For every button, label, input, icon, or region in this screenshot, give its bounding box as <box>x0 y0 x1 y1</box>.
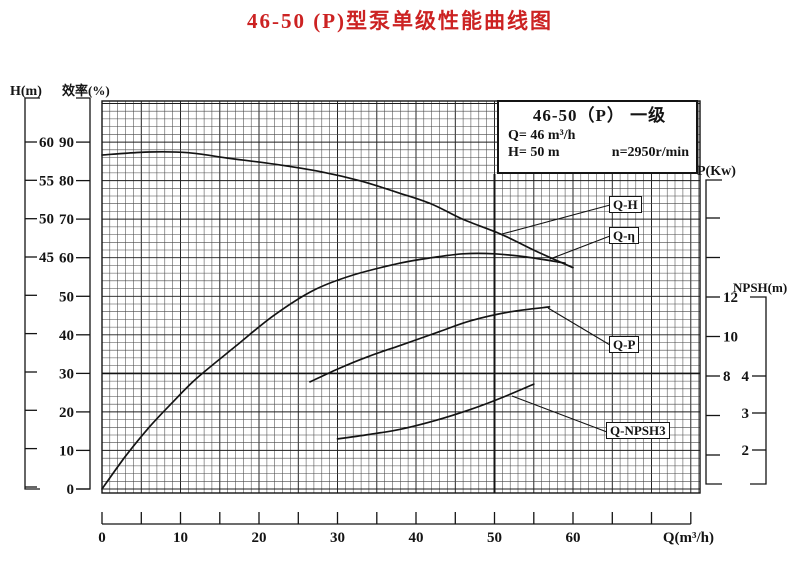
svg-text:效率(%): 效率(%) <box>62 83 110 98</box>
svg-text:H(m): H(m) <box>10 84 42 99</box>
svg-text:60: 60 <box>566 530 581 546</box>
svg-text:20: 20 <box>252 530 267 546</box>
svg-text:45: 45 <box>39 250 54 266</box>
curve-label-q-eta: Q-η <box>609 227 639 244</box>
svg-text:50: 50 <box>39 212 54 228</box>
svg-text:50: 50 <box>487 530 502 546</box>
svg-text:55: 55 <box>39 173 54 189</box>
plot-grid <box>101 100 701 494</box>
svg-text:80: 80 <box>59 174 74 190</box>
svg-text:50: 50 <box>59 289 74 305</box>
svg-text:30: 30 <box>330 530 345 546</box>
leader-lines <box>501 204 611 433</box>
svg-text:70: 70 <box>59 212 74 228</box>
svg-text:60: 60 <box>59 251 74 267</box>
svg-text:2: 2 <box>742 443 750 459</box>
chart-title: 46-50 (P)型泵单级性能曲线图 <box>246 9 554 33</box>
curve-label-q-h: Q-H <box>609 196 642 213</box>
x-axis: 0 10 20 30 40 50 60 Q(m³/h) <box>98 512 714 546</box>
efficiency-axis: 效率(%) 90 80 70 60 50 40 30 20 10 0 <box>59 83 110 498</box>
q-p-curve <box>309 306 551 383</box>
svg-text:10: 10 <box>723 330 738 346</box>
svg-text:90: 90 <box>59 135 74 151</box>
q-npsh3-curve <box>336 383 535 440</box>
rated-speed-label: n=2950r/min <box>611 145 689 160</box>
svg-text:4: 4 <box>742 369 750 385</box>
rated-flow-label: Q= 46 m³/h <box>508 128 576 143</box>
curve-label-q-p: Q-P <box>609 336 640 353</box>
rated-head-label: H= 50 m <box>508 145 560 160</box>
pump-model-label: 46-50（P） 一级 <box>532 106 667 125</box>
svg-text:P(Kw): P(Kw) <box>697 164 736 179</box>
svg-text:10: 10 <box>173 530 188 546</box>
h-axis: H(m) 60 55 50 45 <box>10 84 54 490</box>
svg-text:30: 30 <box>59 366 74 382</box>
npsh-axis: NPSH(m) 4 3 2 <box>733 280 787 485</box>
svg-text:8: 8 <box>723 369 731 385</box>
svg-text:3: 3 <box>742 406 750 422</box>
svg-text:0: 0 <box>98 530 106 546</box>
svg-text:10: 10 <box>59 443 74 459</box>
svg-text:40: 40 <box>59 328 74 344</box>
rated-data-box: 46-50（P） 一级 Q= 46 m³/h H= 50 m n=2950r/m… <box>497 100 698 174</box>
svg-text:Q(m³/h): Q(m³/h) <box>663 530 714 546</box>
svg-text:60: 60 <box>39 135 54 151</box>
svg-text:40: 40 <box>409 530 424 546</box>
svg-text:0: 0 <box>67 482 75 498</box>
q-eta-curve <box>101 252 566 490</box>
svg-text:NPSH(m): NPSH(m) <box>733 280 787 295</box>
power-axis: P(Kw) 12 10 8 <box>697 164 738 485</box>
q-h-curve <box>101 150 574 269</box>
svg-text:12: 12 <box>723 290 738 306</box>
svg-text:20: 20 <box>59 405 74 421</box>
curve-label-q-npsh3: Q-NPSH3 <box>606 422 670 439</box>
